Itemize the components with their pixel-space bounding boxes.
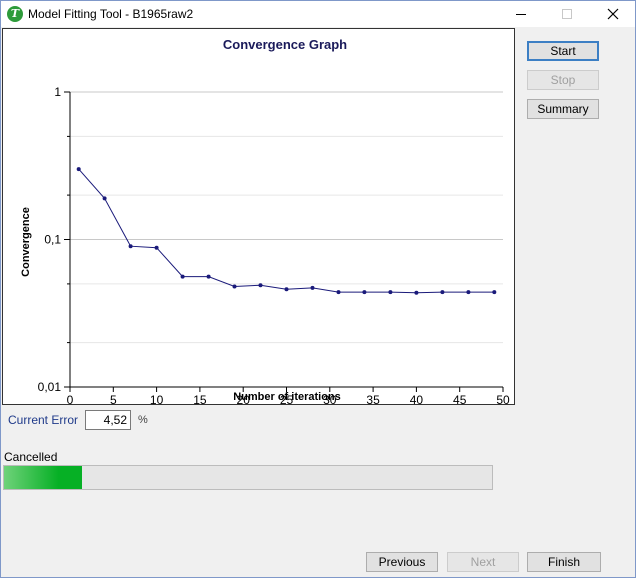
data-point <box>206 274 211 279</box>
x-tick-label: 50 <box>496 393 510 404</box>
data-point <box>128 244 133 249</box>
summary-button[interactable]: Summary <box>527 99 599 119</box>
data-point <box>414 290 419 295</box>
y-axis-label: Convergence <box>20 207 32 277</box>
progress-fill <box>4 466 82 489</box>
data-point <box>362 290 367 295</box>
x-tick-label: 10 <box>150 393 164 404</box>
x-tick-label: 15 <box>193 393 207 404</box>
data-point <box>258 283 263 288</box>
maximize-icon <box>562 9 572 19</box>
close-icon <box>607 8 619 20</box>
data-point <box>310 285 315 290</box>
x-tick-label: 5 <box>110 393 117 404</box>
data-point <box>492 290 497 295</box>
convergence-chart: Convergence Graph Convergence Number of … <box>2 28 515 405</box>
data-point <box>180 274 185 279</box>
start-button[interactable]: Start <box>527 41 599 61</box>
data-point <box>388 290 393 295</box>
maximize-button <box>544 1 590 27</box>
current-error-field[interactable]: 4,52 <box>85 410 131 430</box>
data-point <box>336 290 341 295</box>
current-error-label: Current Error <box>8 413 79 427</box>
progress-bar <box>3 465 493 490</box>
x-tick-label: 20 <box>237 393 251 404</box>
data-point <box>102 196 107 201</box>
x-tick-label: 35 <box>366 393 380 404</box>
tick-labels: 1 0,1 0,01 0 5 10 15 20 25 30 35 40 45 50 <box>38 85 510 404</box>
close-button[interactable] <box>590 1 636 27</box>
x-axis-label: Number of iterations <box>233 391 341 403</box>
finish-button[interactable]: Finish <box>527 552 601 572</box>
app-logo-icon: T <box>7 6 23 22</box>
grid-lines <box>70 91 503 388</box>
data-point <box>232 284 237 289</box>
data-point <box>154 245 159 250</box>
next-button[interactable]: Next <box>447 552 519 572</box>
minimize-button[interactable] <box>498 1 544 27</box>
title-bar[interactable]: T Model Fitting Tool - B1965raw2 <box>1 1 635 27</box>
stop-button[interactable]: Stop <box>527 70 599 90</box>
data-point <box>440 290 445 295</box>
x-tick-label: 0 <box>67 393 74 404</box>
current-error-unit: % <box>138 414 148 426</box>
data-point <box>284 287 289 292</box>
convergence-chart-svg: Convergence Graph Convergence Number of … <box>20 37 510 404</box>
y-tick-label: 0,1 <box>44 233 61 247</box>
previous-button[interactable]: Previous <box>366 552 438 572</box>
window-title: Model Fitting Tool - B1965raw2 <box>28 7 194 21</box>
x-tick-label: 25 <box>280 393 294 404</box>
x-tick-label: 40 <box>410 393 424 404</box>
series-line <box>78 168 495 294</box>
x-tick-label: 45 <box>453 393 467 404</box>
minimize-icon <box>516 14 526 15</box>
status-label: Cancelled <box>4 450 58 464</box>
chart-title: Convergence Graph <box>223 37 347 52</box>
data-point <box>466 290 471 295</box>
axes <box>64 91 504 392</box>
series-layer <box>76 167 497 295</box>
data-point <box>76 167 81 172</box>
y-tick-label: 0,01 <box>38 380 62 394</box>
y-tick-label: 1 <box>54 85 61 99</box>
x-tick-label: 30 <box>323 393 337 404</box>
